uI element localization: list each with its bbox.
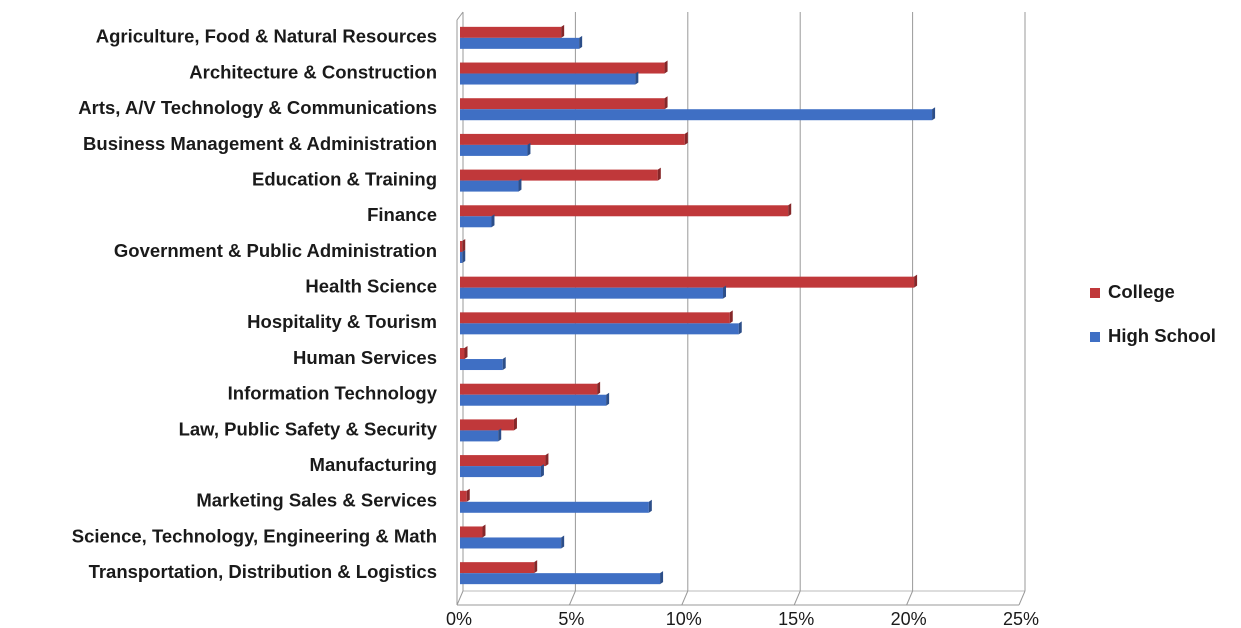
y-tick-label: Science, Technology, Engineering & Math [72, 525, 437, 546]
bar-end [466, 488, 470, 502]
bar-end [462, 249, 466, 263]
x-tick-label: 0% [446, 609, 472, 628]
y-tick-label: Business Management & Administration [83, 133, 437, 154]
bar [460, 133, 685, 145]
bar-end [914, 274, 918, 288]
grid-floor [681, 590, 689, 606]
bar-end [561, 24, 565, 38]
bar-end [491, 214, 495, 228]
bar [460, 394, 607, 406]
bar [460, 359, 503, 371]
bar [460, 251, 463, 263]
bar-end [579, 35, 583, 49]
bar [460, 62, 665, 74]
y-tick-label: Law, Public Safety & Security [179, 418, 438, 439]
bar [460, 169, 658, 181]
bar [460, 501, 649, 513]
y-tick-label: Transportation, Distribution & Logistics [89, 561, 437, 582]
bar-end [660, 571, 664, 585]
bar [460, 348, 465, 360]
y-tick-label: Manufacturing [310, 454, 437, 475]
y-tick-label: Arts, A/V Technology & Communications [78, 97, 437, 118]
bar-end [606, 392, 610, 406]
bar [460, 216, 492, 228]
bar [460, 276, 915, 288]
bar-end [540, 464, 544, 478]
bar-end [502, 357, 506, 371]
bar [460, 573, 661, 585]
grid-floor [793, 590, 801, 606]
bar-end [684, 131, 688, 145]
bar [460, 109, 933, 121]
bar [460, 383, 598, 395]
bar-end [462, 238, 466, 252]
bar [460, 37, 580, 49]
bar [460, 419, 514, 431]
side-wall-edge [456, 11, 464, 21]
y-tick-label: Health Science [305, 276, 437, 297]
bar-end [498, 428, 502, 442]
bar-end [738, 321, 742, 335]
bar-end [657, 167, 661, 181]
bar [460, 287, 724, 299]
bar [460, 180, 519, 192]
bar-end [664, 96, 668, 110]
bar-end [729, 310, 733, 324]
bar [460, 562, 535, 574]
grid-floor [456, 590, 464, 606]
bar [460, 26, 562, 38]
grid-floor [1018, 590, 1026, 606]
x-tick-label: 20% [891, 609, 927, 628]
y-tick-label: Hospitality & Tourism [247, 311, 437, 332]
bar [460, 144, 528, 156]
x-tick-label: 10% [666, 609, 702, 628]
bar-end [561, 535, 565, 549]
y-tick-label: Education & Training [252, 168, 437, 189]
y-tick-label: Government & Public Administration [114, 240, 437, 261]
y-tick-label: Information Technology [228, 383, 438, 404]
bar-end [482, 524, 486, 538]
grid-floor [568, 590, 576, 606]
bar-end [518, 178, 522, 192]
bar [460, 455, 546, 467]
bar-end [723, 285, 727, 299]
bar-end [545, 453, 549, 467]
x-tick-label: 15% [778, 609, 814, 628]
bar [460, 73, 636, 85]
bar [460, 240, 463, 252]
bar [460, 312, 730, 324]
legend-swatch [1090, 288, 1100, 298]
grid-floor [906, 590, 914, 606]
y-tick-label: Marketing Sales & Services [196, 490, 437, 511]
y-tick-label: Agriculture, Food & Natural Resources [96, 26, 437, 47]
bar [460, 466, 541, 478]
bar-end [648, 499, 652, 513]
bar-end [635, 71, 639, 85]
bar [460, 526, 483, 538]
bar-end [597, 381, 601, 395]
bar [460, 430, 499, 442]
legend-swatch [1090, 332, 1100, 342]
y-tick-label: Finance [367, 204, 437, 225]
bar-end [788, 203, 792, 217]
legend-label: High School [1108, 325, 1216, 346]
bar [460, 205, 789, 217]
bar [460, 537, 562, 549]
bar [460, 323, 739, 335]
x-tick-label: 5% [558, 609, 584, 628]
bar-end [527, 142, 531, 156]
bar [460, 490, 467, 502]
bar-end [534, 560, 538, 574]
y-tick-label: Human Services [293, 347, 437, 368]
bar-end [932, 107, 936, 121]
y-tick-label: Architecture & Construction [189, 61, 437, 82]
bar-end [513, 417, 517, 431]
bar [460, 98, 665, 110]
legend-label: College [1108, 281, 1175, 302]
x-tick-label: 25% [1003, 609, 1039, 628]
bar-end [664, 60, 668, 74]
bar-end [464, 346, 468, 360]
